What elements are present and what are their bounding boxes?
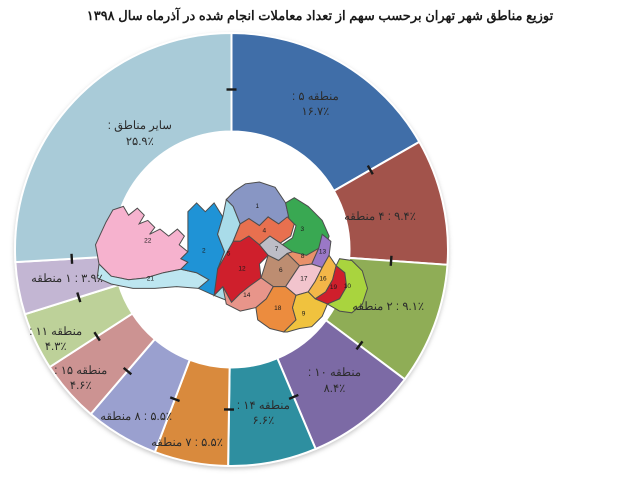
svg-text:19: 19 [330,284,338,291]
svg-text:18: 18 [274,305,282,312]
svg-text:2: 2 [202,248,206,255]
svg-text:14: 14 [243,292,251,299]
svg-text:12: 12 [238,266,246,273]
svg-text:4: 4 [262,227,266,234]
svg-text:3: 3 [300,226,304,233]
svg-text:5: 5 [227,251,231,258]
svg-text:16: 16 [319,276,327,283]
svg-text:21: 21 [147,276,155,283]
svg-text:9: 9 [302,311,306,318]
svg-text:6: 6 [279,267,283,274]
svg-text:1: 1 [255,203,259,210]
svg-text:17: 17 [300,275,308,282]
svg-text:8: 8 [301,253,305,260]
svg-text:22: 22 [144,237,152,244]
svg-text:10: 10 [344,283,352,290]
svg-text:13: 13 [319,249,327,256]
svg-text:7: 7 [275,246,279,253]
